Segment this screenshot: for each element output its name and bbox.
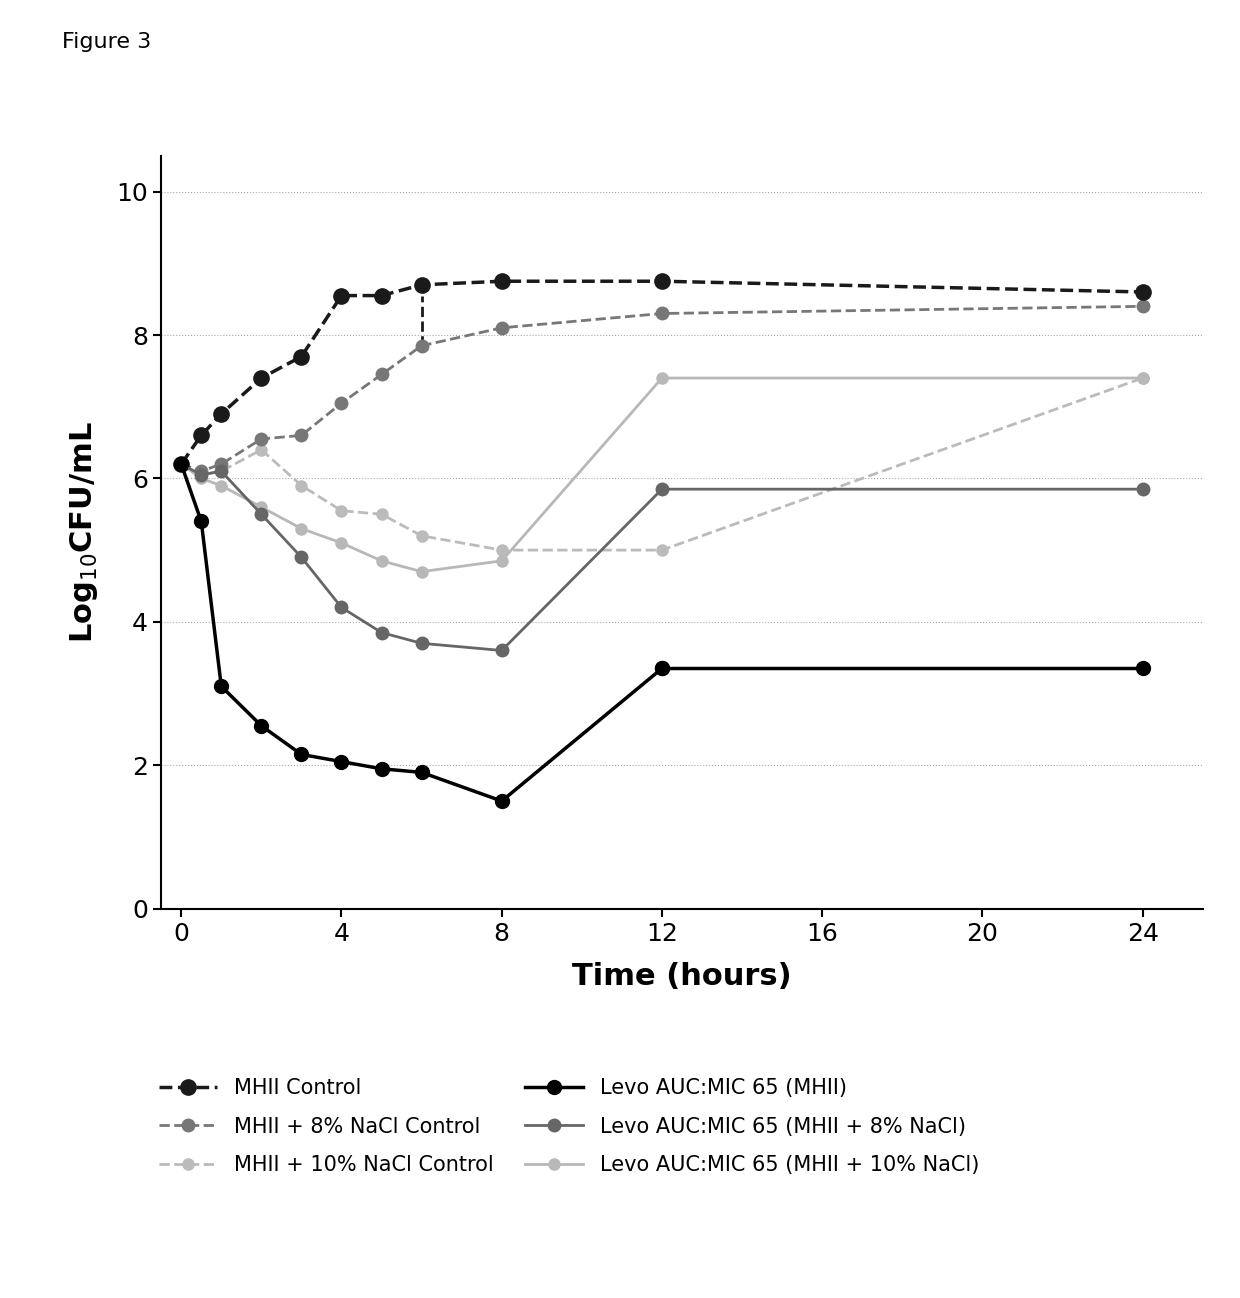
Text: Figure 3: Figure 3 — [62, 32, 151, 52]
Y-axis label: Log$_{10}$CFU/mL: Log$_{10}$CFU/mL — [68, 421, 99, 644]
X-axis label: Time (hours): Time (hours) — [572, 962, 792, 992]
Legend: MHII Control, MHII + 8% NaCl Control, MHII + 10% NaCl Control, Levo AUC:MIC 65 (: MHII Control, MHII + 8% NaCl Control, MH… — [151, 1070, 988, 1184]
